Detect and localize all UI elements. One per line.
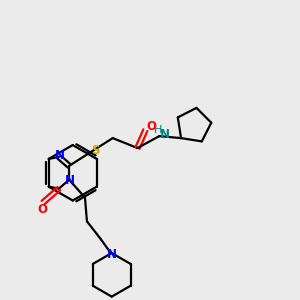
Text: N: N xyxy=(55,149,65,162)
Text: N: N xyxy=(160,128,170,141)
Text: S: S xyxy=(91,143,99,157)
Text: N: N xyxy=(65,174,75,187)
Text: O: O xyxy=(37,203,47,216)
Text: O: O xyxy=(146,120,156,133)
Text: H: H xyxy=(154,125,163,135)
Text: N: N xyxy=(107,248,117,260)
